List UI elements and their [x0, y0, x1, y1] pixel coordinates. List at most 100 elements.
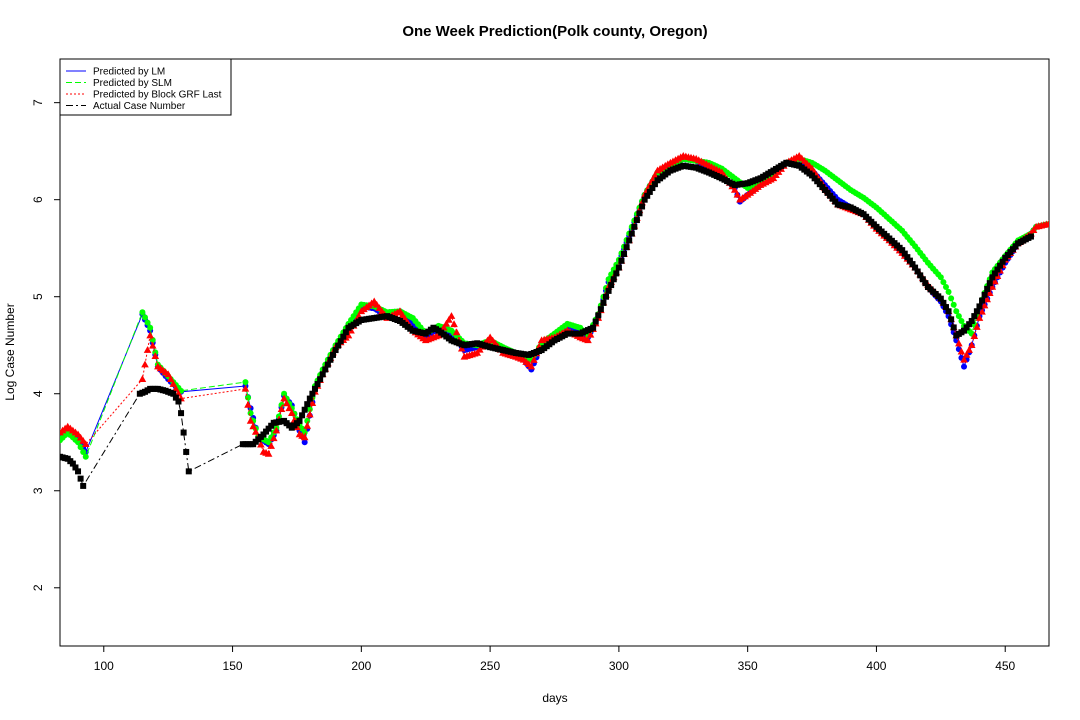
- data-point: [285, 404, 294, 412]
- data-point: [143, 346, 152, 353]
- data-point: [975, 314, 984, 321]
- data-point: [166, 375, 175, 382]
- data-point: [953, 308, 960, 315]
- series-1: [60, 155, 1049, 460]
- data-point: [912, 264, 919, 271]
- data-point: [278, 402, 285, 409]
- data-point: [940, 279, 947, 286]
- data-point: [641, 196, 648, 203]
- data-point: [610, 276, 617, 283]
- data-point: [141, 360, 149, 368]
- legend-label: Actual Case Number: [93, 101, 186, 112]
- data-point: [644, 192, 651, 199]
- data-point: [277, 405, 286, 413]
- data-point: [646, 188, 653, 195]
- y-axis-label: Log Case Number: [3, 303, 17, 400]
- series-2: [60, 152, 1049, 457]
- data-point: [631, 223, 638, 230]
- series-line: [60, 158, 1049, 454]
- data-point: [958, 317, 965, 324]
- data-point: [955, 313, 962, 320]
- data-point: [983, 295, 991, 303]
- data-point: [909, 261, 916, 268]
- data-point: [600, 299, 607, 306]
- data-point: [241, 384, 250, 392]
- data-point: [257, 440, 265, 448]
- x-tick-label: 250: [480, 659, 500, 673]
- data-point: [906, 257, 913, 264]
- data-point: [267, 442, 275, 449]
- data-point: [452, 328, 461, 336]
- data-point: [527, 362, 536, 370]
- data-point: [80, 448, 87, 455]
- x-tick-label: 100: [94, 659, 114, 673]
- data-point: [945, 288, 952, 295]
- data-point: [961, 363, 968, 370]
- data-point: [139, 309, 146, 316]
- data-point: [304, 401, 311, 408]
- data-point: [730, 185, 739, 193]
- data-layer: [60, 152, 1049, 489]
- data-point: [590, 324, 597, 331]
- data-point: [942, 284, 949, 291]
- legend-box: [59, 58, 232, 116]
- data-point: [178, 410, 185, 417]
- legend-label: Predicted by SLM: [93, 78, 172, 89]
- data-point: [309, 390, 316, 397]
- x-tick-label: 450: [995, 659, 1015, 673]
- data-point: [530, 356, 538, 363]
- data-point: [973, 323, 981, 330]
- data-point: [985, 289, 994, 297]
- data-point: [281, 390, 288, 397]
- y-tick-label: 4: [31, 390, 45, 397]
- data-point: [308, 399, 317, 406]
- data-point: [904, 254, 911, 261]
- x-tick-label: 400: [866, 659, 886, 673]
- data-point: [970, 332, 979, 339]
- data-point: [169, 380, 178, 387]
- data-point: [988, 283, 997, 290]
- data-point: [968, 317, 975, 324]
- data-point: [249, 422, 257, 430]
- data-point: [337, 338, 344, 345]
- data-point: [247, 410, 254, 417]
- data-point: [81, 440, 90, 447]
- y-tick-label: 5: [31, 293, 45, 300]
- data-point: [175, 398, 182, 405]
- data-point: [330, 351, 337, 358]
- data-point: [937, 295, 944, 302]
- series-line: [60, 158, 1049, 458]
- data-point: [628, 230, 635, 237]
- data-point: [77, 444, 84, 451]
- plot-frame: [59, 58, 1050, 647]
- data-point: [603, 293, 610, 300]
- data-point: [301, 406, 308, 413]
- data-point: [450, 320, 458, 328]
- data-point: [991, 277, 999, 285]
- data-point: [961, 327, 968, 334]
- x-axis-label: days: [542, 691, 567, 705]
- data-point: [269, 434, 278, 442]
- data-point: [296, 417, 303, 424]
- data-point: [986, 280, 993, 287]
- data-point: [251, 427, 260, 435]
- data-point: [138, 375, 147, 382]
- x-tick-label: 350: [738, 659, 758, 673]
- data-point: [613, 270, 620, 277]
- series-3: [60, 159, 1034, 489]
- data-point: [940, 299, 947, 306]
- data-point: [592, 318, 599, 325]
- data-point: [636, 210, 643, 217]
- data-point: [950, 324, 957, 331]
- data-point: [301, 439, 308, 446]
- data-point: [623, 244, 630, 251]
- data-point: [442, 319, 451, 327]
- data-point: [141, 314, 148, 321]
- data-point: [244, 400, 252, 408]
- data-point: [75, 468, 82, 475]
- data-point: [300, 433, 309, 441]
- data-point: [303, 421, 312, 429]
- data-point: [69, 460, 76, 467]
